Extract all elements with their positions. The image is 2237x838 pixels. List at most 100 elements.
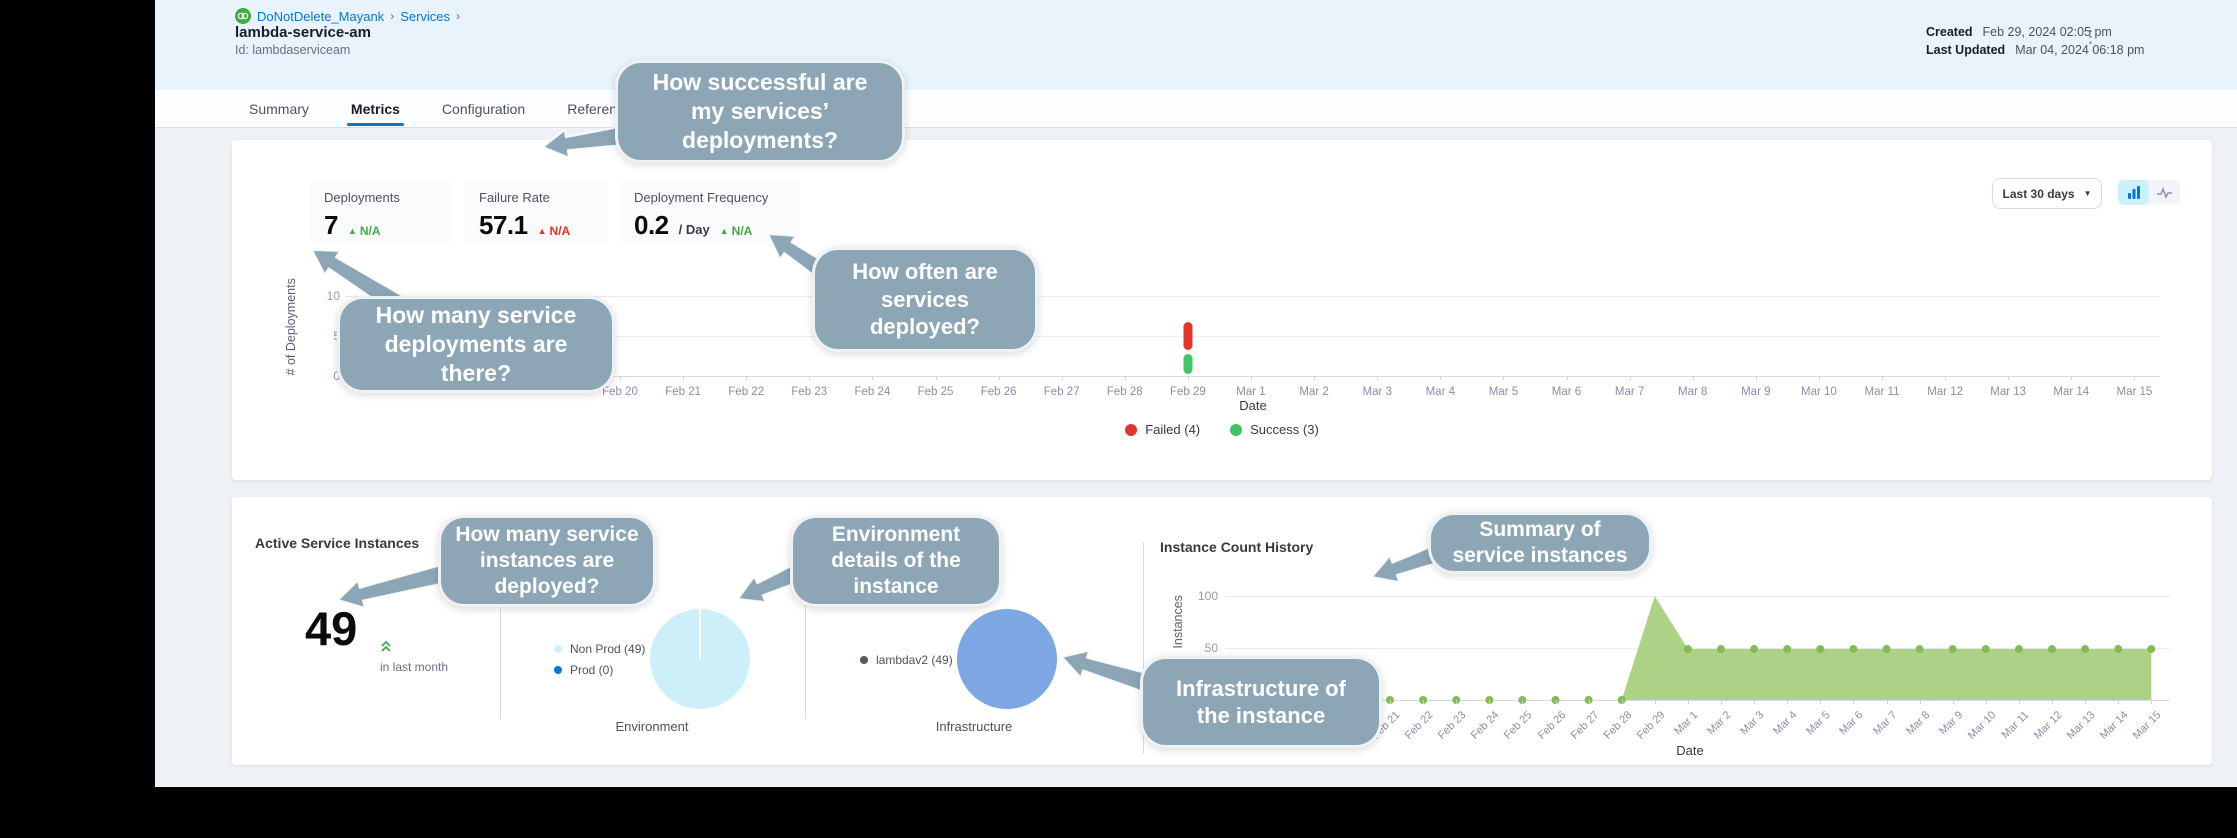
data-point[interactable] bbox=[1915, 645, 1924, 654]
line-chart-toggle[interactable] bbox=[2149, 180, 2180, 205]
breadcrumb-separator: › bbox=[456, 9, 461, 23]
data-point[interactable] bbox=[1783, 645, 1792, 654]
metric-tile-deployments: Deployments 7 ▲ N/A bbox=[310, 180, 452, 244]
x-axis-tick bbox=[1654, 700, 1656, 704]
data-point[interactable] bbox=[2014, 645, 2023, 654]
legend-item-success[interactable]: Success (3) bbox=[1230, 422, 1319, 437]
x-axis-tick bbox=[1820, 700, 1822, 704]
legend-item-failed[interactable]: Failed (4) bbox=[1125, 422, 1200, 437]
updated-label: Last Updated bbox=[1926, 43, 2006, 57]
double-chevron-up-icon bbox=[381, 640, 391, 652]
data-point[interactable] bbox=[2081, 645, 2090, 654]
x-axis-label: Mar 13 bbox=[1990, 386, 2027, 398]
callout-infrastructure: Infrastructure of the instance bbox=[1140, 656, 1382, 748]
instance-count-caption: in last month bbox=[380, 660, 449, 674]
metric-label: Deployment Frequency bbox=[634, 190, 769, 205]
legend-item-non[interactable]: Non Prod (49) bbox=[554, 642, 645, 656]
metric-value: 7 bbox=[324, 210, 338, 240]
trend-up-icon: ▲ N/A bbox=[719, 224, 753, 238]
x-axis-tick bbox=[1314, 376, 1316, 380]
bar-segment-success[interactable] bbox=[1183, 354, 1193, 374]
x-axis-label: Mar 14 bbox=[2053, 386, 2090, 398]
bar-chart-toggle[interactable] bbox=[2118, 180, 2149, 205]
tab-metrics[interactable]: Metrics bbox=[346, 92, 404, 126]
legend-dot bbox=[860, 656, 868, 664]
legend-dot bbox=[1230, 423, 1243, 436]
x-axis-tick bbox=[2151, 700, 2153, 704]
instance-count: 49 bbox=[305, 602, 358, 655]
x-axis-tick bbox=[1629, 376, 1631, 380]
infrastructure-pie-chart[interactable] bbox=[957, 609, 1057, 709]
data-point[interactable] bbox=[1849, 645, 1858, 654]
gridline bbox=[1225, 596, 2170, 597]
data-point[interactable] bbox=[1750, 645, 1759, 654]
data-point[interactable] bbox=[2114, 645, 2123, 654]
x-axis-label: Feb 21 bbox=[665, 386, 701, 398]
date-range-label: Last 30 days bbox=[2002, 186, 2075, 201]
x-axis-tick bbox=[2018, 700, 2020, 704]
x-axis-tick bbox=[746, 376, 748, 380]
x-axis-tick bbox=[1522, 700, 1524, 704]
data-point[interactable] bbox=[1717, 645, 1725, 654]
breadcrumb: DoNotDelete_Mayank › Services › bbox=[235, 8, 460, 24]
x-axis-label: Feb 25 bbox=[917, 386, 954, 398]
metric-tile-deployment-frequency: Deployment Frequency 0.2 / Day ▲ N/A bbox=[620, 180, 800, 244]
gridline bbox=[1225, 648, 2170, 649]
x-axis-tick bbox=[1456, 700, 1458, 704]
x-axis-tick bbox=[1882, 376, 1883, 380]
bar-segment-failed[interactable] bbox=[1183, 322, 1193, 350]
legend-item-lambdav2[interactable]: lambdav2 (49) bbox=[860, 653, 953, 667]
x-axis-label: Mar 6 bbox=[1551, 386, 1582, 398]
x-axis-tick bbox=[1692, 376, 1694, 380]
date-range-selector[interactable]: Last 30 days ▼ bbox=[1992, 178, 2102, 209]
y-axis-tick: 0 bbox=[333, 369, 340, 383]
legend-label: Failed (4) bbox=[1145, 422, 1201, 437]
x-axis-tick bbox=[2085, 700, 2087, 704]
x-axis-label: Mar 9 bbox=[1741, 386, 1771, 398]
page-title: lambda-service-am bbox=[235, 24, 371, 41]
x-axis-tick bbox=[2071, 376, 2073, 380]
tab-summary[interactable]: Summary bbox=[249, 100, 309, 117]
x-axis-tick bbox=[1588, 700, 1590, 704]
instance-count-trend: in last month bbox=[380, 640, 448, 674]
x-axis-tick bbox=[620, 376, 621, 380]
x-axis-tick bbox=[1754, 700, 1756, 704]
x-axis-tick bbox=[1390, 700, 1391, 704]
legend-label: Prod (0) bbox=[570, 663, 614, 677]
data-point[interactable] bbox=[2048, 645, 2056, 654]
data-point[interactable] bbox=[1981, 645, 1990, 654]
legend-dot bbox=[554, 645, 562, 653]
legend-item-prod[interactable]: Prod (0) bbox=[554, 663, 645, 677]
x-axis-tick bbox=[1187, 376, 1189, 380]
x-axis-tick bbox=[1440, 376, 1442, 380]
x-axis-tick bbox=[1886, 700, 1888, 704]
legend-label: Success (3) bbox=[1250, 422, 1319, 437]
more-options-icon[interactable]: ⋮ bbox=[2082, 27, 2099, 46]
x-axis-tick bbox=[2134, 376, 2136, 380]
gridline bbox=[345, 296, 2160, 297]
data-point[interactable] bbox=[1882, 645, 1891, 654]
x-axis-label: Feb 26 bbox=[980, 386, 1017, 398]
data-point[interactable] bbox=[1683, 645, 1692, 654]
breadcrumb-project[interactable]: DoNotDelete_Mayank bbox=[257, 8, 385, 24]
divider bbox=[805, 605, 806, 719]
tab-configuration[interactable]: Configuration bbox=[441, 100, 526, 117]
service-id: Id: lambdaserviceam bbox=[235, 43, 351, 57]
breadcrumb-services[interactable]: Services bbox=[400, 8, 451, 24]
chart-type-toggle bbox=[2118, 180, 2180, 205]
x-axis-tick bbox=[1566, 376, 1568, 380]
data-point[interactable] bbox=[2147, 645, 2156, 654]
metric-value: 57.1 bbox=[479, 210, 528, 240]
x-axis-tick bbox=[1687, 700, 1689, 704]
environment-label: Environment bbox=[615, 719, 689, 734]
x-axis-tick bbox=[1853, 700, 1855, 704]
x-axis-tick bbox=[2118, 700, 2120, 704]
x-axis-tick bbox=[1377, 376, 1379, 380]
y-axis-title: # of Deployments bbox=[284, 278, 299, 376]
infrastructure-legend: lambdav2 (49) bbox=[860, 653, 953, 674]
x-axis-label: Feb 22 bbox=[728, 386, 765, 398]
data-point[interactable] bbox=[1948, 645, 1957, 654]
data-point[interactable] bbox=[1816, 645, 1825, 654]
legend-label: lambdav2 (49) bbox=[876, 653, 953, 667]
x-axis-tick bbox=[683, 376, 685, 380]
